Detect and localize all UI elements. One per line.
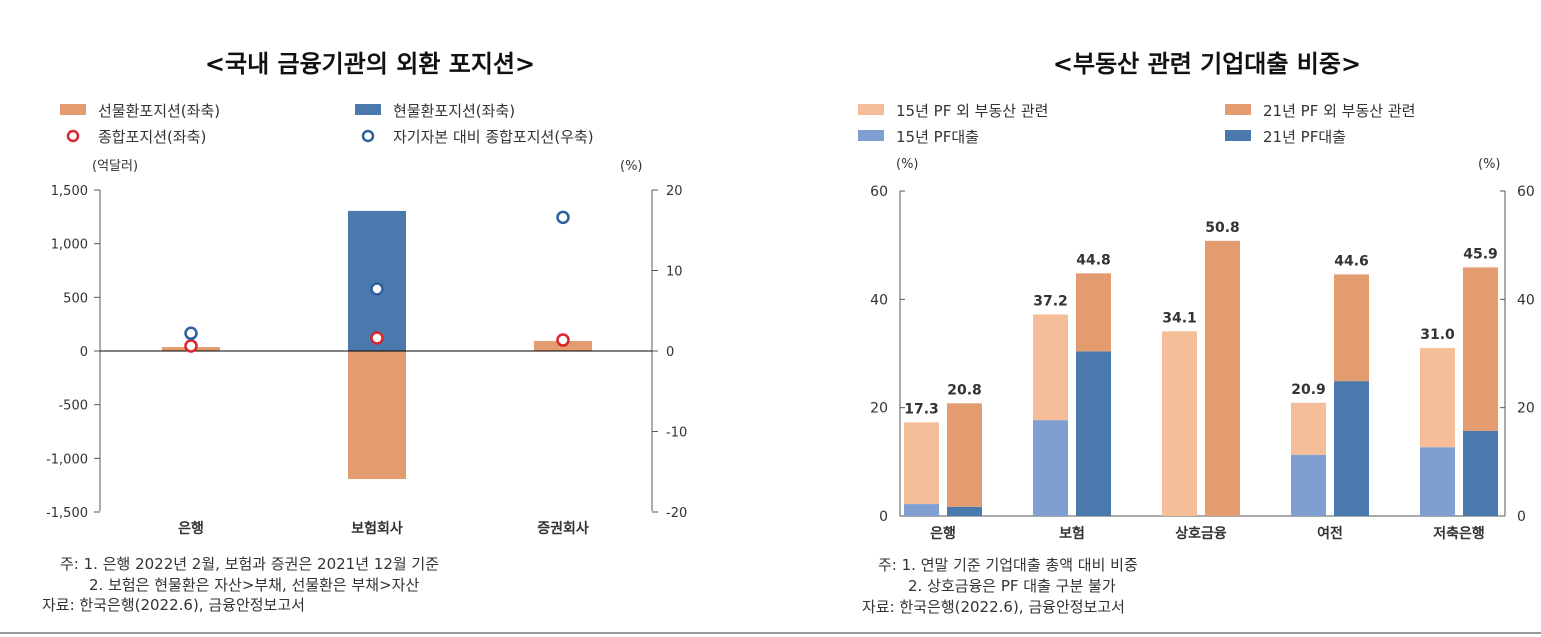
pf-loan-bar [947,506,982,516]
legend-swatch [60,104,86,115]
non-pf-bar [1076,273,1111,352]
data-label: 45.9 [1463,246,1498,262]
x-tick-label: 상호금융 [1175,526,1227,542]
pf-loan-bar [1463,430,1498,516]
non-pf-bar [1162,331,1197,516]
y-tick-label: -1,500 [46,506,88,521]
y-tick-label: -500 [58,399,88,414]
data-label: 44.6 [1334,253,1369,269]
spot-bar [348,210,406,351]
axis-unit-right: (%) [620,159,643,174]
note: 2. 보험은 현물환은 자산>부채, 선물환은 부채>자산 [89,576,419,594]
legend-swatch [1225,104,1251,115]
legend-swatch [355,104,381,115]
y-tick-label: 0 [80,345,88,360]
x-tick-label: 저축은행 [1433,526,1485,542]
data-label: 20.8 [947,382,982,398]
y-tick-label: 1,000 [51,238,88,253]
axis-unit-left: (%) [896,157,919,172]
non-pf-bar [1033,314,1068,421]
ratio-marker [556,210,570,225]
y-tick-label: 500 [63,291,88,306]
non-pf-bar [947,403,982,507]
legend-label: 15년 PF 외 부동산 관련 [896,102,1048,120]
legend-marker [361,129,375,143]
pf-loan-bar [1033,420,1068,516]
y2-tick-label: 0 [666,345,674,360]
non-pf-bar [904,422,939,505]
note: 2. 상호금융은 PF 대출 구분 불가 [908,577,1116,595]
axis-unit-left: (억달러) [92,159,138,174]
x-tick-label: 증권회사 [537,521,589,537]
legend-label: 자기자본 대비 종합포지션(우축) [393,128,594,146]
futures-bar [348,351,406,480]
y-tick-label: 1,500 [51,184,88,199]
y-tick-label: 60 [870,184,888,200]
y2-tick-label: 10 [666,265,683,280]
y2-tick-label: 0 [1517,509,1526,525]
non-pf-bar [1463,267,1498,431]
y2-tick-label: 40 [1517,292,1535,308]
x-tick-label: 보험회사 [351,520,403,537]
combined-marker [184,339,198,353]
pf-loan-bar [1076,351,1111,516]
y2-tick-label: -20 [666,506,687,521]
y2-tick-label: -10 [666,426,687,441]
data-label: 34.1 [1162,310,1197,326]
x-tick-label: 여전 [1317,525,1343,542]
non-pf-bar [1334,274,1369,382]
data-label: 17.3 [904,401,939,417]
combined-marker [556,333,570,347]
x-tick-label: 은행 [930,526,956,542]
non-pf-bar [1205,240,1240,517]
legend-label: 21년 PF대출 [1263,128,1346,146]
axis-unit-right: (%) [1478,157,1501,172]
pf-loan-bar [1334,381,1369,516]
x-tick-label: 은행 [178,521,204,537]
legend-swatch [858,130,884,141]
data-label: 50.8 [1205,220,1240,236]
pf-loan-bar [1291,454,1326,516]
data-label: 44.8 [1076,252,1111,268]
data-label: 20.9 [1291,382,1326,398]
y2-tick-label: 20 [666,184,683,199]
non-pf-bar [1420,348,1455,448]
note: 주: 1. 은행 2022년 2월, 보험과 증권은 2021년 12월 기준 [60,555,439,573]
legend-swatch [1225,130,1251,141]
pf-loan-bar [1420,447,1455,516]
legend-swatch [858,104,884,115]
source: 자료: 한국은행(2022.6), 금융안정보고서 [862,598,1125,616]
source: 자료: 한국은행(2022.6), 금융안정보고서 [42,596,305,614]
y2-tick-label: 20 [1517,401,1535,417]
legend-label: 21년 PF 외 부동산 관련 [1263,102,1415,120]
chart-title: <국내 금융기관의 외환 포지션> [205,50,535,78]
legend-marker [66,129,80,143]
legend-label: 현물환포지션(좌축) [393,102,515,120]
legend-label: 선물환포지션(좌축) [98,102,220,120]
y-tick-label: 20 [870,401,888,417]
chart-title: <부동산 관련 기업대출 비중> [1053,50,1361,78]
legend-label: 15년 PF대출 [896,128,979,146]
data-label: 31.0 [1420,327,1455,343]
divider [0,632,1541,634]
ratio-marker [184,326,198,341]
ratio-marker [370,282,384,296]
data-label: 37.2 [1033,294,1068,310]
y-tick-label: 0 [879,509,888,525]
note: 주: 1. 연말 기준 기업대출 총액 대비 비중 [878,556,1138,574]
legend-label: 종합포지션(좌축) [98,128,206,146]
pf-loan-bar [904,504,939,516]
non-pf-bar [1291,402,1326,455]
y-tick-label: 40 [870,292,888,308]
y2-tick-label: 60 [1517,184,1535,200]
y-tick-label: -1,000 [46,452,88,467]
combined-marker [370,331,384,345]
x-tick-label: 보험 [1059,525,1085,542]
